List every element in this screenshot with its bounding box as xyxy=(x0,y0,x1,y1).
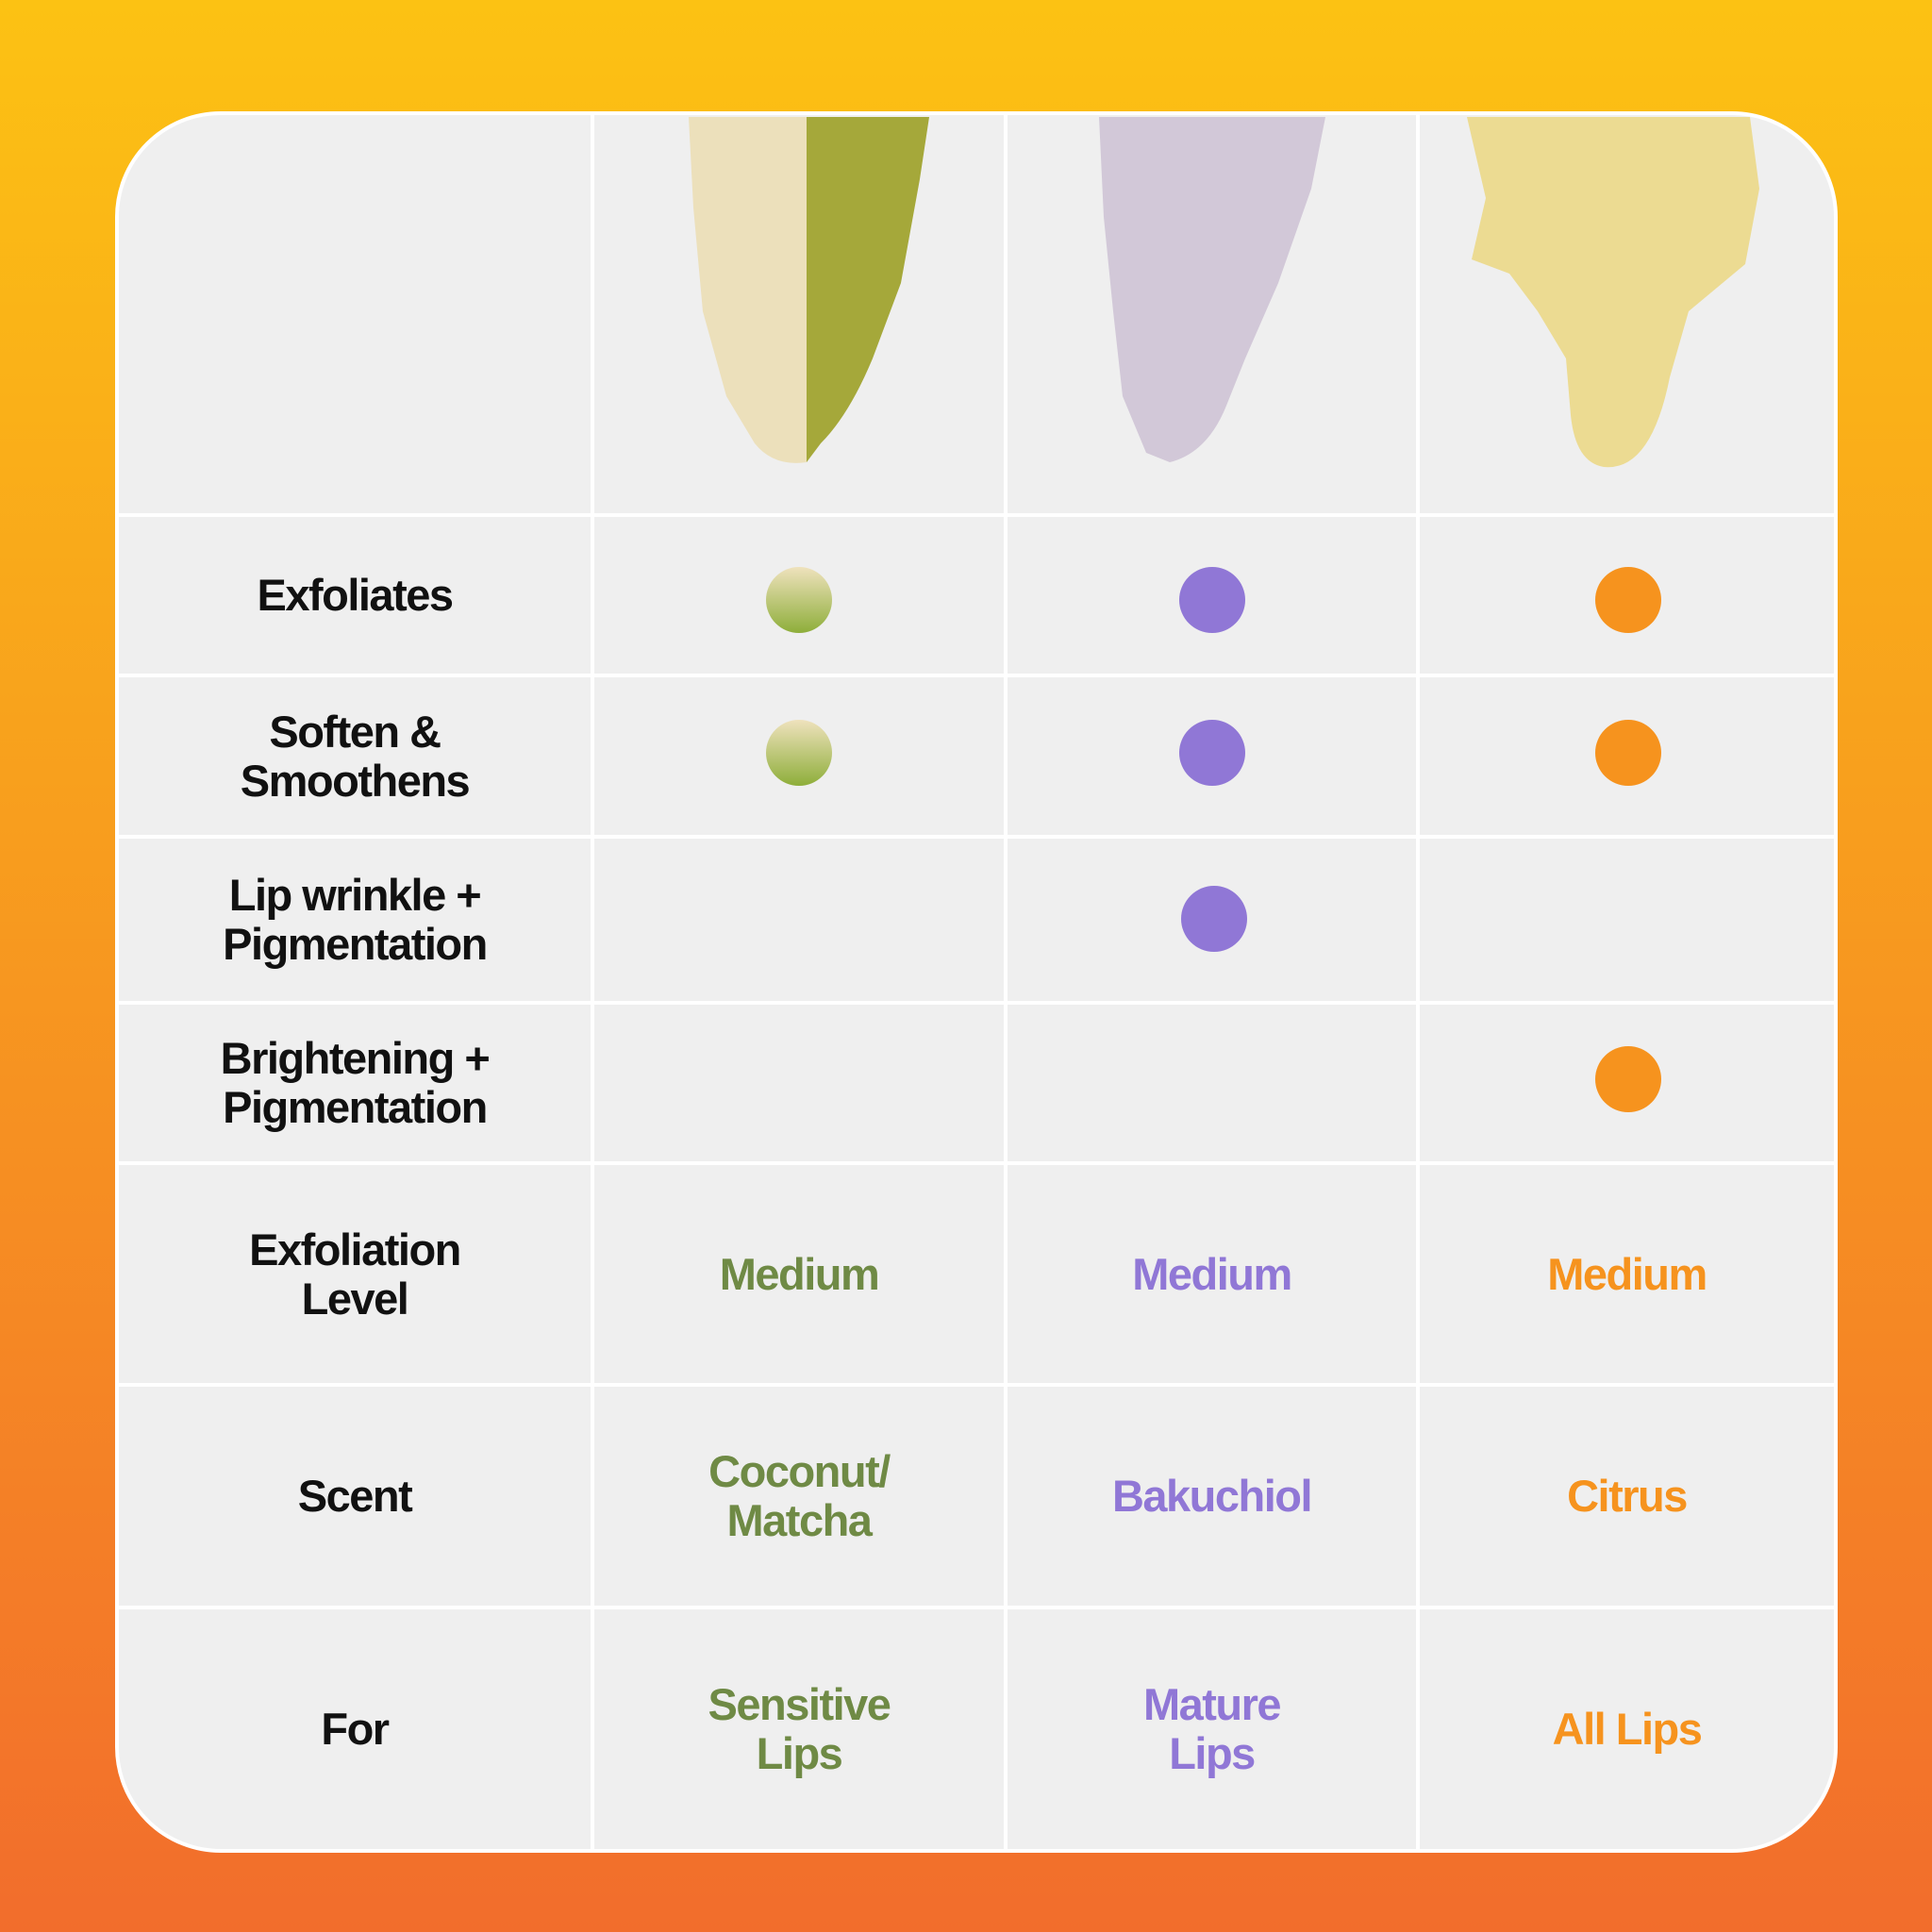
row-label: Exfoliates xyxy=(257,570,454,620)
card xyxy=(115,111,1838,1853)
cell-value: Medium xyxy=(719,1248,880,1299)
cell-value: Coconut/ Matcha xyxy=(708,1446,891,1545)
cell-value: Bakuchiol xyxy=(1111,1471,1313,1521)
check-dots xyxy=(766,567,1661,1112)
cell-value: All Lips xyxy=(1552,1704,1703,1754)
cell-value: Citrus xyxy=(1567,1471,1688,1521)
row-label: Scent xyxy=(297,1471,413,1521)
cell-value: Mature Lips xyxy=(1142,1679,1282,1778)
swatches xyxy=(689,117,1759,468)
cell-value: Medium xyxy=(1132,1248,1292,1299)
row-label: Soften & Smoothens xyxy=(240,706,471,806)
cell-value: Sensitive Lips xyxy=(708,1679,891,1778)
row-label: Exfoliation Level xyxy=(249,1224,461,1324)
row-label: For xyxy=(321,1704,390,1754)
row-label: Lip wrinkle + Pigmentation xyxy=(223,870,488,969)
row-label: Brightening + Pigmentation xyxy=(220,1033,491,1132)
grid xyxy=(117,113,1836,1851)
cell-value: Medium xyxy=(1547,1248,1707,1299)
